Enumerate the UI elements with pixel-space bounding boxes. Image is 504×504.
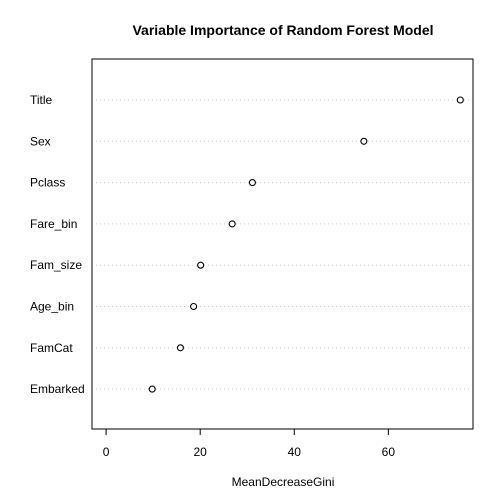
- data-point: [456, 96, 464, 104]
- x-axis: 0 20 40 60: [103, 429, 396, 459]
- x-tick-label: 60: [382, 445, 396, 459]
- category-label: Pclass: [30, 176, 65, 190]
- plot-frame: [91, 58, 474, 430]
- data-point: [197, 261, 205, 269]
- category-label: Embarked: [30, 382, 85, 396]
- data-point: [148, 385, 156, 393]
- guide-lines: [96, 99, 469, 390]
- x-tick-label: 0: [103, 445, 110, 459]
- data-point: [360, 137, 368, 145]
- category-label: Sex: [30, 134, 51, 148]
- data-point: [228, 220, 236, 228]
- data-point: [248, 179, 256, 187]
- category-label: FamCat: [30, 341, 73, 355]
- x-tick-label: 40: [288, 445, 302, 459]
- data-points: [148, 96, 464, 393]
- x-tick-label: 20: [194, 445, 208, 459]
- data-point: [190, 302, 198, 311]
- category-label: Age_bin: [30, 300, 74, 314]
- data-point: [176, 344, 184, 352]
- chart-title: Variable Importance of Random Forest Mod…: [132, 22, 433, 38]
- category-label: Fare_bin: [30, 217, 77, 231]
- x-axis-title: MeanDecreaseGini: [232, 475, 335, 489]
- category-label: Title: [30, 93, 53, 107]
- category-label: Fam_size: [30, 258, 82, 272]
- category-labels: Title Sex Pclass Fare_bin Fam_size Age_bin Fam…: [30, 93, 85, 396]
